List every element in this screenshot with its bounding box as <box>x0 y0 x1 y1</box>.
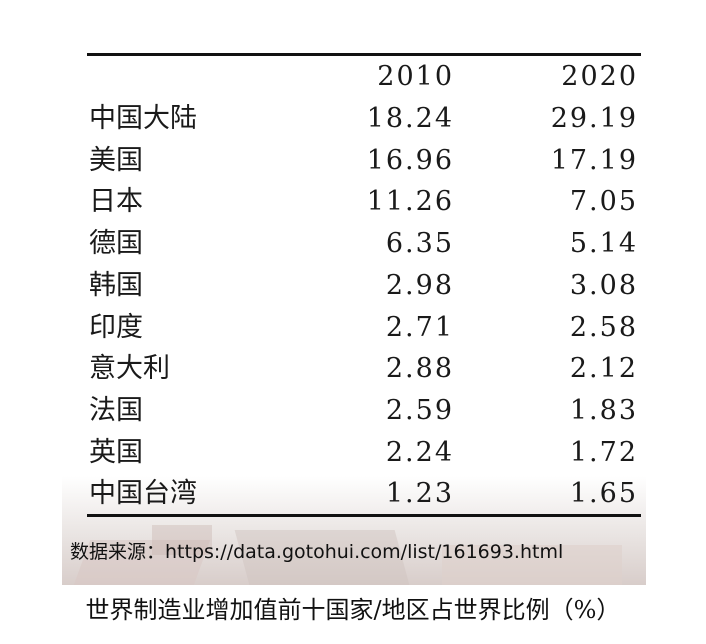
row-label: 中国大陆 <box>89 103 197 134</box>
cell-2010: 2.98 <box>385 269 454 301</box>
cell-2020: 1.83 <box>569 394 638 426</box>
cell-2020: 1.72 <box>569 436 638 468</box>
cell-2010: 11.26 <box>366 186 454 218</box>
cell-2010: 2.59 <box>385 394 454 426</box>
cell-2020: 2.58 <box>569 311 638 343</box>
row-label: 德国 <box>89 228 143 260</box>
data-table: 2010 2020 中国大陆 18.24 29.19 美国 16.96 17.19 日本 11.2… <box>62 40 646 585</box>
table-bottom-rule <box>87 514 641 517</box>
row-label: 英国 <box>89 436 143 468</box>
cell-2020: 1.65 <box>569 478 638 510</box>
cell-2010: 18.24 <box>366 103 454 134</box>
row-label: 美国 <box>89 144 143 176</box>
cell-2020: 29.19 <box>550 103 638 134</box>
cell-2020: 5.14 <box>569 228 638 260</box>
cell-2020: 7.05 <box>569 186 638 218</box>
cell-2010: 2.71 <box>385 311 454 343</box>
cell-2020: 17.19 <box>550 144 638 176</box>
row-label: 韩国 <box>89 269 143 301</box>
row-label: 法国 <box>89 394 143 426</box>
row-label: 中国台湾 <box>89 478 197 510</box>
column-header-2020: 2020 <box>561 61 638 92</box>
row-label: 日本 <box>89 186 143 218</box>
cell-2010: 2.88 <box>385 353 454 385</box>
source-note: 数据来源：https://data.gotohui.com/list/16169… <box>70 541 564 563</box>
row-label: 意大利 <box>89 353 170 385</box>
row-label: 印度 <box>89 311 143 343</box>
cell-2010: 2.24 <box>385 436 454 468</box>
cell-2020: 2.12 <box>569 353 638 385</box>
cell-2020: 3.08 <box>569 269 638 301</box>
cell-2010: 1.23 <box>385 478 454 510</box>
figure-caption: 世界制造业增加值前十国家/地区占世界比例（%） <box>85 596 621 624</box>
cell-2010: 6.35 <box>385 228 454 260</box>
cell-2010: 16.96 <box>366 144 454 176</box>
table-top-rule <box>87 53 641 56</box>
column-header-2010: 2010 <box>377 61 454 92</box>
background-photo <box>62 505 646 585</box>
